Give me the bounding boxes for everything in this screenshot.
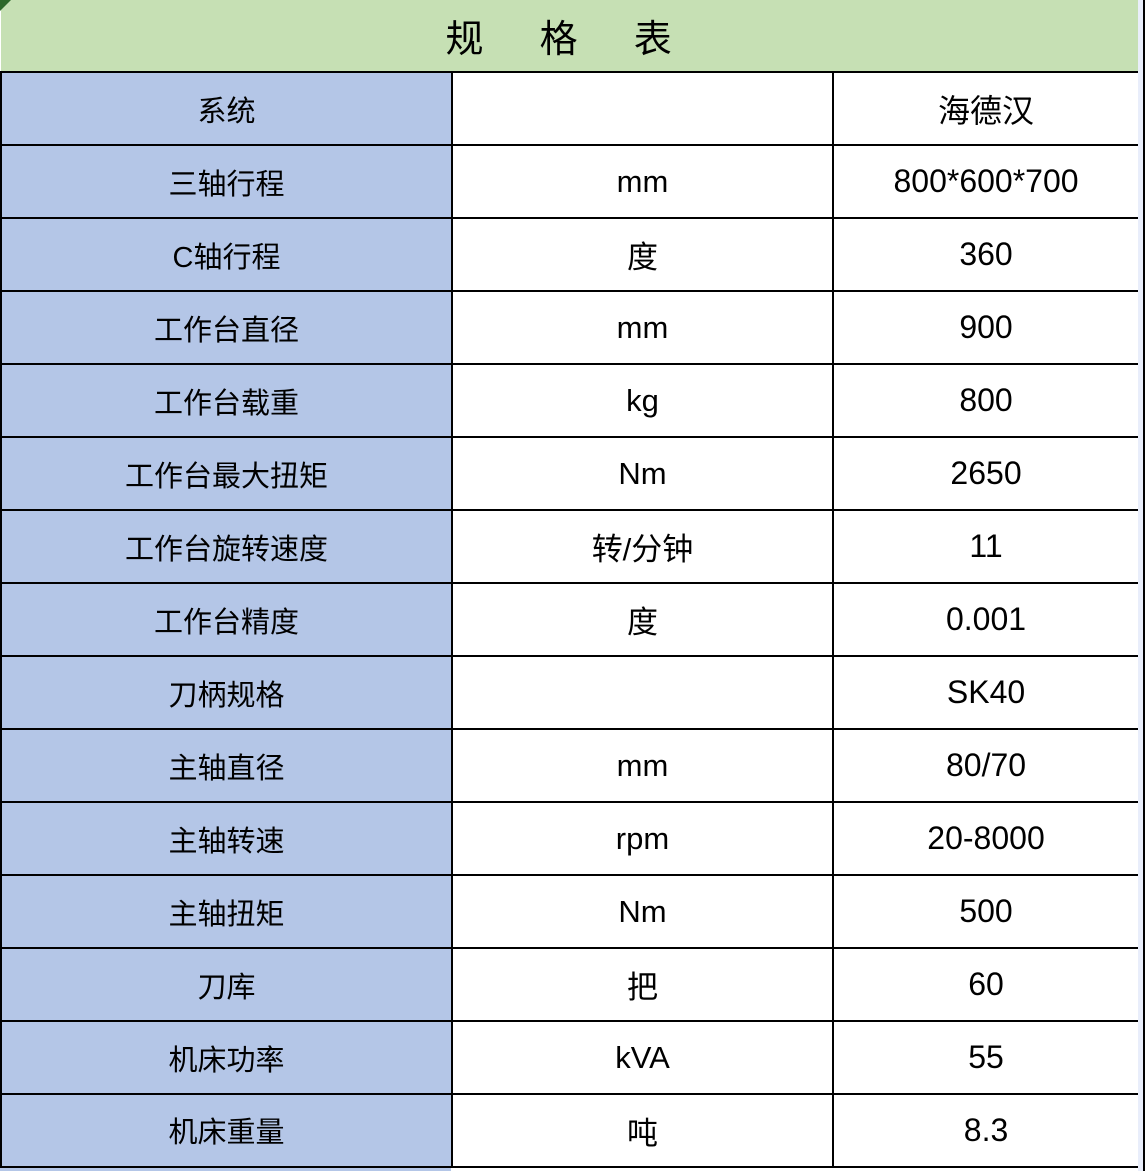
spec-unit-cell[interactable]: rpm <box>451 801 834 876</box>
spec-value-cell[interactable]: 900 <box>831 290 1141 365</box>
spec-label-cell[interactable]: C轴行程 <box>0 217 453 292</box>
spec-label-cell[interactable]: 工作台直径 <box>0 290 453 365</box>
spec-unit-cell[interactable]: mm <box>451 728 834 803</box>
spec-value-cell[interactable]: 20-8000 <box>831 801 1141 876</box>
spec-unit-cell[interactable]: mm <box>451 144 834 219</box>
spec-value-cell[interactable]: 海德汉 <box>831 71 1141 146</box>
table-row: 三轴行程 mm 800*600*700 <box>0 144 1141 219</box>
spec-label-cell[interactable]: 三轴行程 <box>0 144 453 219</box>
spec-label-cell[interactable]: 机床功率 <box>0 1020 453 1095</box>
table-row: 刀柄规格 SK40 <box>0 655 1141 730</box>
table-row: 工作台精度 度 0.001 <box>0 582 1141 657</box>
table-title[interactable]: 规 格 表 <box>1 0 1140 73</box>
spec-label-cell[interactable]: 刀库 <box>0 947 453 1022</box>
table-row: 机床功率 kVA 55 <box>0 1020 1141 1095</box>
spec-unit-cell[interactable]: 转/分钟 <box>451 509 834 584</box>
spec-unit-cell[interactable]: 度 <box>451 582 834 657</box>
spec-value-cell[interactable]: 500 <box>831 874 1141 949</box>
spec-label-cell[interactable]: 工作台旋转速度 <box>0 509 453 584</box>
spec-value-cell[interactable]: 360 <box>831 217 1141 292</box>
next-row-bleed <box>0 1168 1138 1171</box>
right-gutter-divider <box>1138 0 1145 1171</box>
spec-unit-cell[interactable]: Nm <box>451 874 834 949</box>
spec-label-cell[interactable]: 机床重量 <box>0 1093 453 1169</box>
spec-value-cell[interactable]: 800 <box>831 363 1141 438</box>
spec-value-cell[interactable]: 11 <box>831 509 1141 584</box>
spec-value-cell[interactable]: 60 <box>831 947 1141 1022</box>
table-row: C轴行程 度 360 <box>0 217 1141 292</box>
spec-unit-cell[interactable] <box>451 655 834 730</box>
spec-value-cell[interactable]: SK40 <box>831 655 1141 730</box>
spec-label-cell[interactable]: 工作台精度 <box>0 582 453 657</box>
spec-value-cell[interactable]: 55 <box>831 1020 1141 1095</box>
spec-unit-cell[interactable]: Nm <box>451 436 834 511</box>
spec-unit-cell[interactable]: 吨 <box>451 1093 834 1169</box>
title-row: 规 格 表 <box>1 0 1140 73</box>
spec-label-cell[interactable]: 主轴转速 <box>0 801 453 876</box>
table-row: 工作台旋转速度 转/分钟 11 <box>0 509 1141 584</box>
spec-unit-cell[interactable] <box>451 71 834 146</box>
spec-value-cell[interactable]: 800*600*700 <box>831 144 1141 219</box>
spec-unit-cell[interactable]: kVA <box>451 1020 834 1095</box>
table-row: 主轴转速 rpm 20-8000 <box>0 801 1141 876</box>
spec-unit-cell[interactable]: kg <box>451 363 834 438</box>
table-row: 主轴直径 mm 80/70 <box>0 728 1141 803</box>
spec-unit-cell[interactable]: mm <box>451 290 834 365</box>
spec-value-cell[interactable]: 0.001 <box>831 582 1141 657</box>
spec-value-cell[interactable]: 80/70 <box>831 728 1141 803</box>
spec-value-cell[interactable]: 2650 <box>831 436 1141 511</box>
table-row: 刀库 把 60 <box>0 947 1141 1022</box>
spec-value-cell[interactable]: 8.3 <box>831 1093 1141 1169</box>
spec-label-cell[interactable]: 工作台载重 <box>0 363 453 438</box>
table-row: 工作台载重 kg 800 <box>0 363 1141 438</box>
spec-label-cell[interactable]: 主轴扭矩 <box>0 874 453 949</box>
spec-label-cell[interactable]: 工作台最大扭矩 <box>0 436 453 511</box>
table-row: 主轴扭矩 Nm 500 <box>0 874 1141 949</box>
table-row: 机床重量 吨 8.3 <box>0 1093 1141 1169</box>
cell-flag-icon <box>0 0 11 11</box>
spec-label-cell[interactable]: 系统 <box>0 71 453 146</box>
table-row: 工作台最大扭矩 Nm 2650 <box>0 436 1141 511</box>
spec-unit-cell[interactable]: 把 <box>451 947 834 1022</box>
spec-label-cell[interactable]: 主轴直径 <box>0 728 453 803</box>
table-row: 工作台直径 mm 900 <box>0 290 1141 365</box>
spec-table-body: 系统 海德汉 三轴行程 mm 800*600*700 C轴行程 度 360 工作… <box>0 71 1141 1169</box>
table-row: 系统 海德汉 <box>0 71 1141 146</box>
spec-label-cell[interactable]: 刀柄规格 <box>0 655 453 730</box>
spec-unit-cell[interactable]: 度 <box>451 217 834 292</box>
